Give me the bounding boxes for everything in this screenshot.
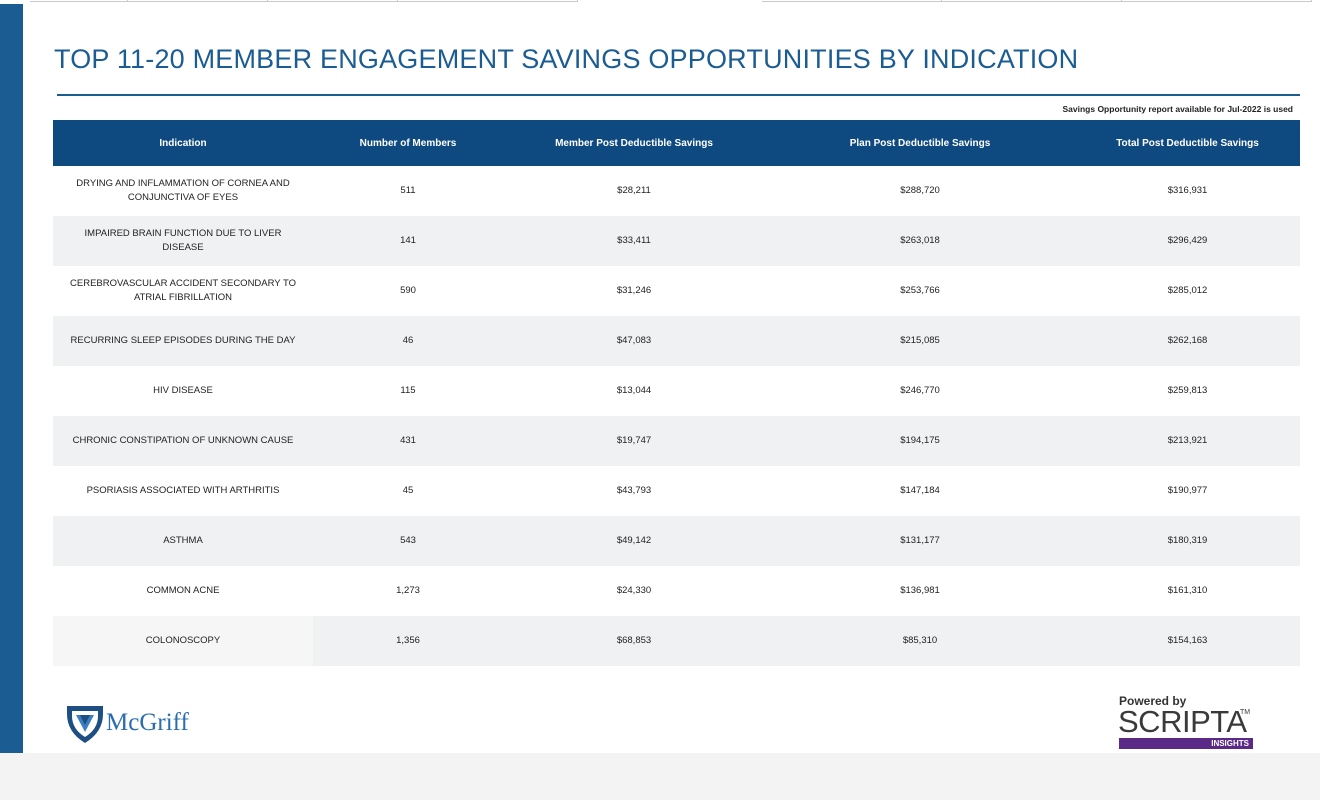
cell-total-savings: $259,813 xyxy=(1167,385,1208,396)
cell-number-of-members: 511 xyxy=(400,185,416,196)
mcgriff-logo: McGriff xyxy=(66,704,206,746)
cell-total-savings: $154,163 xyxy=(1075,616,1300,666)
cell-number-of-members: 115 xyxy=(400,385,416,396)
cell-member-savings: $28,211 xyxy=(617,185,651,196)
cell-number-of-members: 431 xyxy=(313,416,503,466)
cell-number-of-members: 1,356 xyxy=(313,616,503,666)
cell-plan-savings: $194,175 xyxy=(765,416,1075,466)
cell-member-savings: $31,246 xyxy=(616,285,652,296)
table-row: RECURRING SLEEP EPISODES DURING THE DAY 4… xyxy=(53,316,1300,366)
cell-plan-savings: $85,310 xyxy=(765,616,1075,666)
cell-number-of-members: 141 xyxy=(313,216,503,266)
table-row: ASTHMA 543 $49,142 $131,177 $180,319 xyxy=(53,516,1300,566)
page-title: TOP 11-20 MEMBER ENGAGEMENT SAVINGS OPPO… xyxy=(54,44,1079,74)
scripta-wordmark: SCRIPTA xyxy=(1118,704,1247,739)
cell-total-savings: $262,168 xyxy=(1075,316,1300,366)
cell-total-savings: $285,012 xyxy=(1167,285,1208,296)
table-row: PSORIASIS ASSOCIATED WITH ARTHRITIS 45 $43… xyxy=(53,466,1300,516)
savings-table: Indication Number of Members Member Post D… xyxy=(53,120,1300,666)
cell-total-savings: $180,319 xyxy=(1075,516,1300,566)
cell-number-of-members: 1,273 xyxy=(396,585,420,596)
table-row: COMMON ACNE 1,273 $24,330 $136,981 $161,310 xyxy=(53,566,1300,616)
report-note: Savings Opportunity report available for… xyxy=(1062,104,1293,114)
table-row: CEREBROVASCULAR ACCIDENT SECONDARY TO AT… xyxy=(53,266,1300,316)
column-header-indication: Indication xyxy=(159,137,207,149)
insights-label: INSIGHTS xyxy=(1211,739,1249,748)
scripta-trademark: TM xyxy=(1240,709,1251,716)
table-row: HIV DISEASE 115 $13,044 $246,770 $259,813 xyxy=(53,366,1300,416)
cell-indication: COMMON ACNE xyxy=(146,585,220,596)
cell-plan-savings: $253,766 xyxy=(900,285,940,296)
cell-indication: CEREBROVASCULAR ACCIDENT SECONDARY TO AT… xyxy=(70,278,296,303)
column-header-number-of-members: Number of Members xyxy=(359,137,457,149)
mcgriff-wordmark: McGriff xyxy=(106,709,189,736)
top-tab-strip xyxy=(0,0,1320,4)
cell-member-savings: $49,142 xyxy=(503,516,765,566)
cell-member-savings: $24,330 xyxy=(616,585,652,596)
cell-plan-savings: $215,085 xyxy=(765,316,1075,366)
cell-indication: PSORIASIS ASSOCIATED WITH ARTHRITIS xyxy=(86,485,280,496)
insights-banner: INSIGHTS xyxy=(1119,738,1253,749)
cell-plan-savings: $246,770 xyxy=(900,385,940,396)
cell-member-savings: $47,083 xyxy=(503,316,765,366)
cell-member-savings: $68,853 xyxy=(503,616,765,666)
left-accent-bar xyxy=(0,4,23,753)
cell-member-savings: $19,747 xyxy=(503,416,765,466)
column-header-member-savings: Member Post Deductible Savings xyxy=(555,137,713,149)
cell-total-savings: $213,921 xyxy=(1075,416,1300,466)
table-body: DRYING AND INFLAMMATION OF CORNEA AND CO… xyxy=(53,166,1300,666)
cell-plan-savings: $288,720 xyxy=(900,185,940,196)
table-row: COLONOSCOPY 1,356 $68,853 $85,310 $154,163 xyxy=(53,616,1300,666)
cell-indication: DRYING AND INFLAMMATION OF CORNEA AND CO… xyxy=(76,178,290,203)
cell-indication: COLONOSCOPY xyxy=(53,616,313,666)
cell-total-savings: $316,931 xyxy=(1167,185,1208,196)
cell-plan-savings: $131,177 xyxy=(765,516,1075,566)
cell-plan-savings: $147,184 xyxy=(900,485,940,496)
cell-total-savings: $161,310 xyxy=(1167,585,1208,596)
table-row: IMPAIRED BRAIN FUNCTION DUE TO LIVER DIS… xyxy=(53,216,1300,266)
cell-indication: RECURRING SLEEP EPISODES DURING THE DAY xyxy=(53,316,313,366)
cell-indication: ASTHMA xyxy=(53,516,313,566)
cell-indication: HIV DISEASE xyxy=(153,385,213,396)
cell-total-savings: $296,429 xyxy=(1075,216,1300,266)
cell-number-of-members: 46 xyxy=(313,316,503,366)
table-row: CHRONIC CONSTIPATION OF UNKNOWN CAUSE 431… xyxy=(53,416,1300,466)
title-divider xyxy=(57,94,1300,96)
cell-member-savings: $33,411 xyxy=(503,216,765,266)
cell-plan-savings: $263,018 xyxy=(765,216,1075,266)
scripta-logo: Powered by SCRIPTA TM INSIGHTS xyxy=(1118,694,1258,752)
cell-indication: IMPAIRED BRAIN FUNCTION DUE TO LIVER DIS… xyxy=(53,216,313,266)
column-header-plan-savings: Plan Post Deductible Savings xyxy=(849,137,991,149)
cell-total-savings: $190,977 xyxy=(1167,485,1208,496)
cell-number-of-members: 45 xyxy=(402,485,414,496)
table-row: DRYING AND INFLAMMATION OF CORNEA AND CO… xyxy=(53,166,1300,216)
cell-number-of-members: 590 xyxy=(400,285,416,296)
table-header-row: Indication Number of Members Member Post D… xyxy=(53,120,1300,166)
cell-number-of-members: 543 xyxy=(313,516,503,566)
cell-plan-savings: $136,981 xyxy=(900,585,940,596)
powered-by-label: Powered by xyxy=(1119,694,1187,708)
cell-member-savings: $43,793 xyxy=(616,485,652,496)
column-header-total-savings: Total Post Deductible Savings xyxy=(1116,137,1259,149)
cell-indication: CHRONIC CONSTIPATION OF UNKNOWN CAUSE xyxy=(53,416,313,466)
cell-member-savings: $13,044 xyxy=(616,385,652,396)
mcgriff-shield-icon xyxy=(67,706,103,743)
report-slide: TOP 11-20 MEMBER ENGAGEMENT SAVINGS OPPO… xyxy=(0,0,1320,753)
